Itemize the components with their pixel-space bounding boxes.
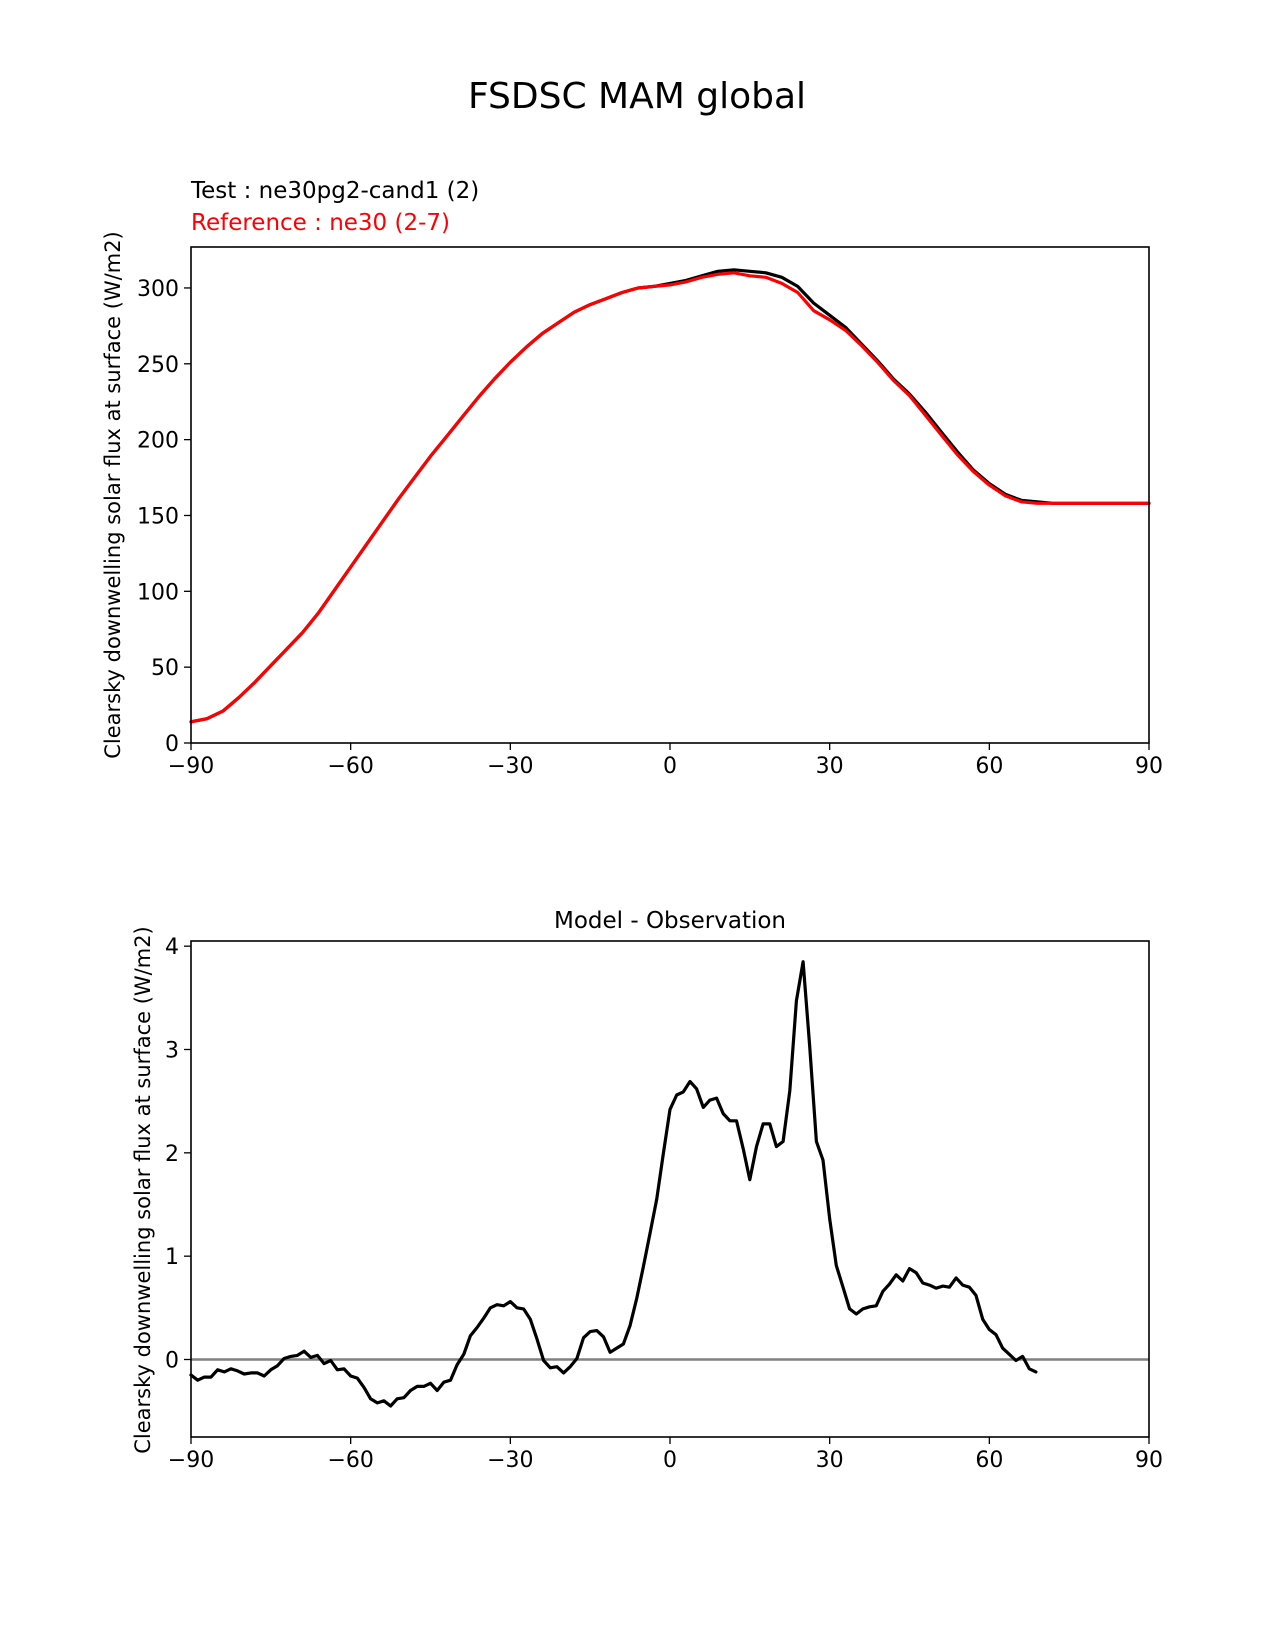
bottom-series-lines	[189, 960, 1149, 1408]
x-tick-label: 30	[816, 1448, 844, 1473]
bottom-chart: Model - Observation Clearsky downwelling…	[131, 908, 1163, 1473]
y-tick-label: 3	[165, 1039, 179, 1064]
x-tick-label: −30	[487, 754, 533, 779]
y-tick-label: 300	[137, 277, 179, 302]
y-tick-label: 250	[137, 353, 179, 378]
y-tick-label: 0	[165, 732, 179, 757]
bottom-axis-ticks: −90 −60 −30 0 30 60 90 0 1 2 3 4	[165, 935, 1163, 1473]
bottom-chart-title: Model - Observation	[554, 908, 786, 934]
figure-title: FSDSC MAM global	[468, 76, 806, 117]
x-tick-label: 60	[975, 754, 1003, 779]
x-tick-label: 60	[975, 1448, 1003, 1473]
top-series-lines	[189, 268, 1151, 724]
x-tick-label: 90	[1135, 754, 1163, 779]
top-axis-ticks: −90 −60 −30 0 30 60 90 0 50 100 150 200 250 300	[137, 277, 1163, 779]
top-chart: Test : ne30pg2-cand1 (2) Reference : ne3…	[101, 178, 1163, 779]
y-tick-label: 200	[137, 429, 179, 454]
test-label: Test : ne30pg2-cand1 (2)	[190, 178, 479, 204]
series-line-test	[189, 960, 1038, 1408]
x-tick-label: 90	[1135, 1448, 1163, 1473]
y-tick-label: 1	[165, 1245, 179, 1270]
y-tick-label: 100	[137, 580, 179, 605]
y-tick-label: 150	[137, 504, 179, 529]
bottom-y-axis-label: Clearsky downwelling solar flux at surfa…	[131, 926, 155, 1454]
x-tick-label: 0	[663, 754, 677, 779]
x-tick-label: −60	[327, 754, 373, 779]
y-tick-label: 0	[165, 1349, 179, 1374]
y-tick-label: 4	[165, 935, 179, 960]
y-tick-label: 50	[151, 656, 179, 681]
reference-label: Reference : ne30 (2-7)	[191, 210, 450, 236]
x-tick-label: −90	[168, 1448, 214, 1473]
x-tick-label: −90	[168, 754, 214, 779]
bottom-plot-frame	[190, 940, 1150, 1438]
x-tick-label: −30	[487, 1448, 533, 1473]
x-tick-label: 30	[816, 754, 844, 779]
x-tick-label: 0	[663, 1448, 677, 1473]
top-plot-frame	[190, 246, 1150, 744]
top-y-axis-label: Clearsky downwelling solar flux at surfa…	[101, 231, 125, 759]
series-line-reference	[189, 271, 1151, 724]
y-tick-label: 2	[165, 1142, 179, 1167]
x-tick-label: −60	[327, 1448, 373, 1473]
